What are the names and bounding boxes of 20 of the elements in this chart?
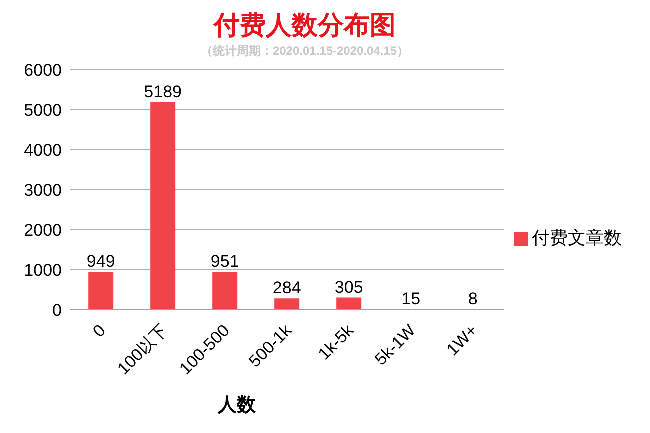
y-tick-label: 4000 — [24, 141, 62, 160]
data-label: 951 — [210, 252, 240, 271]
data-label: 284 — [272, 278, 302, 298]
y-tick-label: 1000 — [24, 261, 62, 280]
x-tick-label: 0 — [89, 321, 110, 342]
x-tick-label: 1W+ — [442, 321, 482, 360]
legend-label: 付费文章数 — [532, 228, 622, 248]
y-tick-label: 0 — [52, 301, 62, 320]
data-label: 15 — [402, 289, 421, 308]
data-label: 5189 — [144, 82, 182, 102]
x-tick-label: 100以下 — [114, 321, 172, 379]
y-tick-label: 5000 — [24, 101, 62, 120]
x-axis-title: 人数 — [217, 395, 257, 416]
y-tick-label: 6000 — [24, 61, 62, 80]
data-label: 949 — [86, 252, 116, 272]
chart-title: 付费人数分布图 — [212, 9, 397, 42]
y-tick-label: 3000 — [24, 181, 62, 200]
data-label: 305 — [334, 278, 364, 297]
data-label: 8 — [468, 290, 478, 309]
y-tick-label: 2000 — [24, 221, 62, 240]
